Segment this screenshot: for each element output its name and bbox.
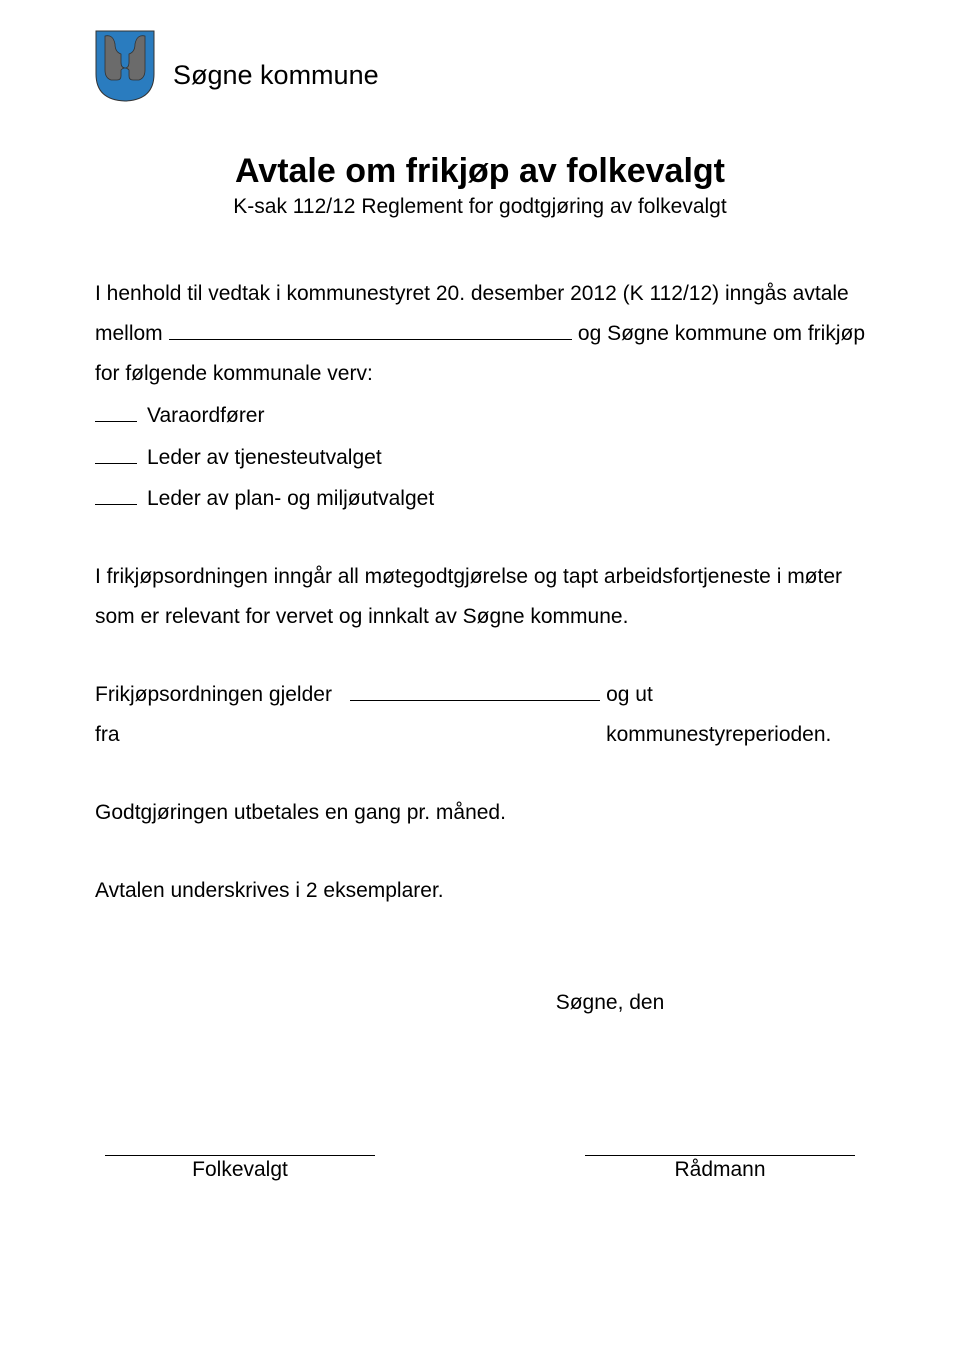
ordningen-text: I frikjøpsordningen inngår all møtegodtg…	[95, 557, 865, 637]
gjelder-suffix: og ut kommunestyreperioden.	[606, 675, 865, 755]
signature-right: Rådmann	[585, 1155, 855, 1182]
mellom-row: mellom og Søgne kommune om frikjøp	[95, 314, 865, 354]
gjelder-row: Frikjøpsordningen gjelder fra og ut komm…	[95, 675, 865, 755]
gjelder-blank	[350, 682, 600, 701]
intro-text: I henhold til vedtak i kommunestyret 20.…	[95, 274, 865, 314]
gjelder-prefix: Frikjøpsordningen gjelder fra	[95, 675, 344, 755]
title-block: Avtale om frikjøp av folkevalgt K-sak 11…	[95, 152, 865, 219]
signature-line	[105, 1155, 375, 1156]
body-content: I henhold til vedtak i kommunestyret 20.…	[95, 274, 865, 911]
verv-check-blank	[95, 445, 137, 464]
mellom-suffix: og Søgne kommune om frikjøp	[578, 314, 865, 354]
verv-item: Leder av plan- og miljøutvalget	[95, 479, 865, 519]
signature-label-right: Rådmann	[585, 1158, 855, 1182]
verv-item: Varaordfører	[95, 396, 865, 436]
signature-label-left: Folkevalgt	[105, 1158, 375, 1182]
org-name: Søgne kommune	[173, 60, 379, 91]
header: Søgne kommune	[95, 30, 865, 102]
mellom-blank	[169, 321, 572, 340]
document-title: Avtale om frikjøp av folkevalgt	[95, 152, 865, 191]
signature-line	[585, 1155, 855, 1156]
signature-row: Folkevalgt Rådmann	[95, 1155, 865, 1182]
for-verv-text: for følgende kommunale verv:	[95, 354, 865, 394]
mellom-prefix: mellom	[95, 314, 163, 354]
signature-left: Folkevalgt	[105, 1155, 375, 1182]
verv-item: Leder av tjenesteutvalget	[95, 438, 865, 478]
municipal-shield-icon	[95, 30, 155, 102]
utbetales-text: Godtgjøringen utbetales en gang pr. måne…	[95, 793, 865, 833]
verv-label: Leder av plan- og miljøutvalget	[147, 479, 434, 519]
verv-list: Varaordfører Leder av tjenesteutvalget L…	[95, 396, 865, 520]
sted-dato: Søgne, den	[95, 991, 865, 1015]
verv-label: Leder av tjenesteutvalget	[147, 438, 382, 478]
document-subtitle: K-sak 112/12 Reglement for godtgjøring a…	[95, 195, 865, 219]
verv-label: Varaordfører	[147, 396, 264, 436]
verv-check-blank	[95, 403, 137, 422]
verv-check-blank	[95, 487, 137, 506]
eksemplarer-text: Avtalen underskrives i 2 eksemplarer.	[95, 871, 865, 911]
